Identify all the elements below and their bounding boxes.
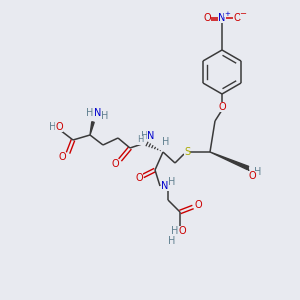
Text: H: H	[101, 111, 109, 121]
Text: −: −	[239, 10, 247, 19]
Text: N: N	[218, 13, 226, 23]
Text: O: O	[135, 173, 143, 183]
Text: H: H	[254, 167, 262, 177]
Text: S: S	[184, 147, 190, 157]
Text: H: H	[141, 131, 149, 141]
Text: H: H	[171, 226, 179, 236]
Text: N: N	[94, 108, 102, 118]
Text: H: H	[162, 137, 170, 147]
Text: O: O	[58, 152, 66, 162]
Polygon shape	[90, 122, 94, 135]
Text: O: O	[248, 171, 256, 181]
Text: O: O	[233, 13, 241, 23]
Text: O: O	[203, 13, 211, 23]
Text: O: O	[194, 200, 202, 210]
Text: O: O	[218, 102, 226, 112]
Text: H: H	[86, 108, 94, 118]
Text: H: H	[168, 236, 176, 246]
Text: O: O	[111, 159, 119, 169]
Polygon shape	[210, 152, 249, 169]
Text: O: O	[55, 122, 63, 132]
Text: N: N	[161, 181, 169, 191]
Text: +: +	[224, 11, 230, 17]
Text: O: O	[178, 226, 186, 236]
Text: H: H	[137, 136, 143, 145]
Text: H: H	[168, 177, 176, 187]
Text: H: H	[49, 122, 57, 132]
Text: N: N	[147, 131, 155, 141]
